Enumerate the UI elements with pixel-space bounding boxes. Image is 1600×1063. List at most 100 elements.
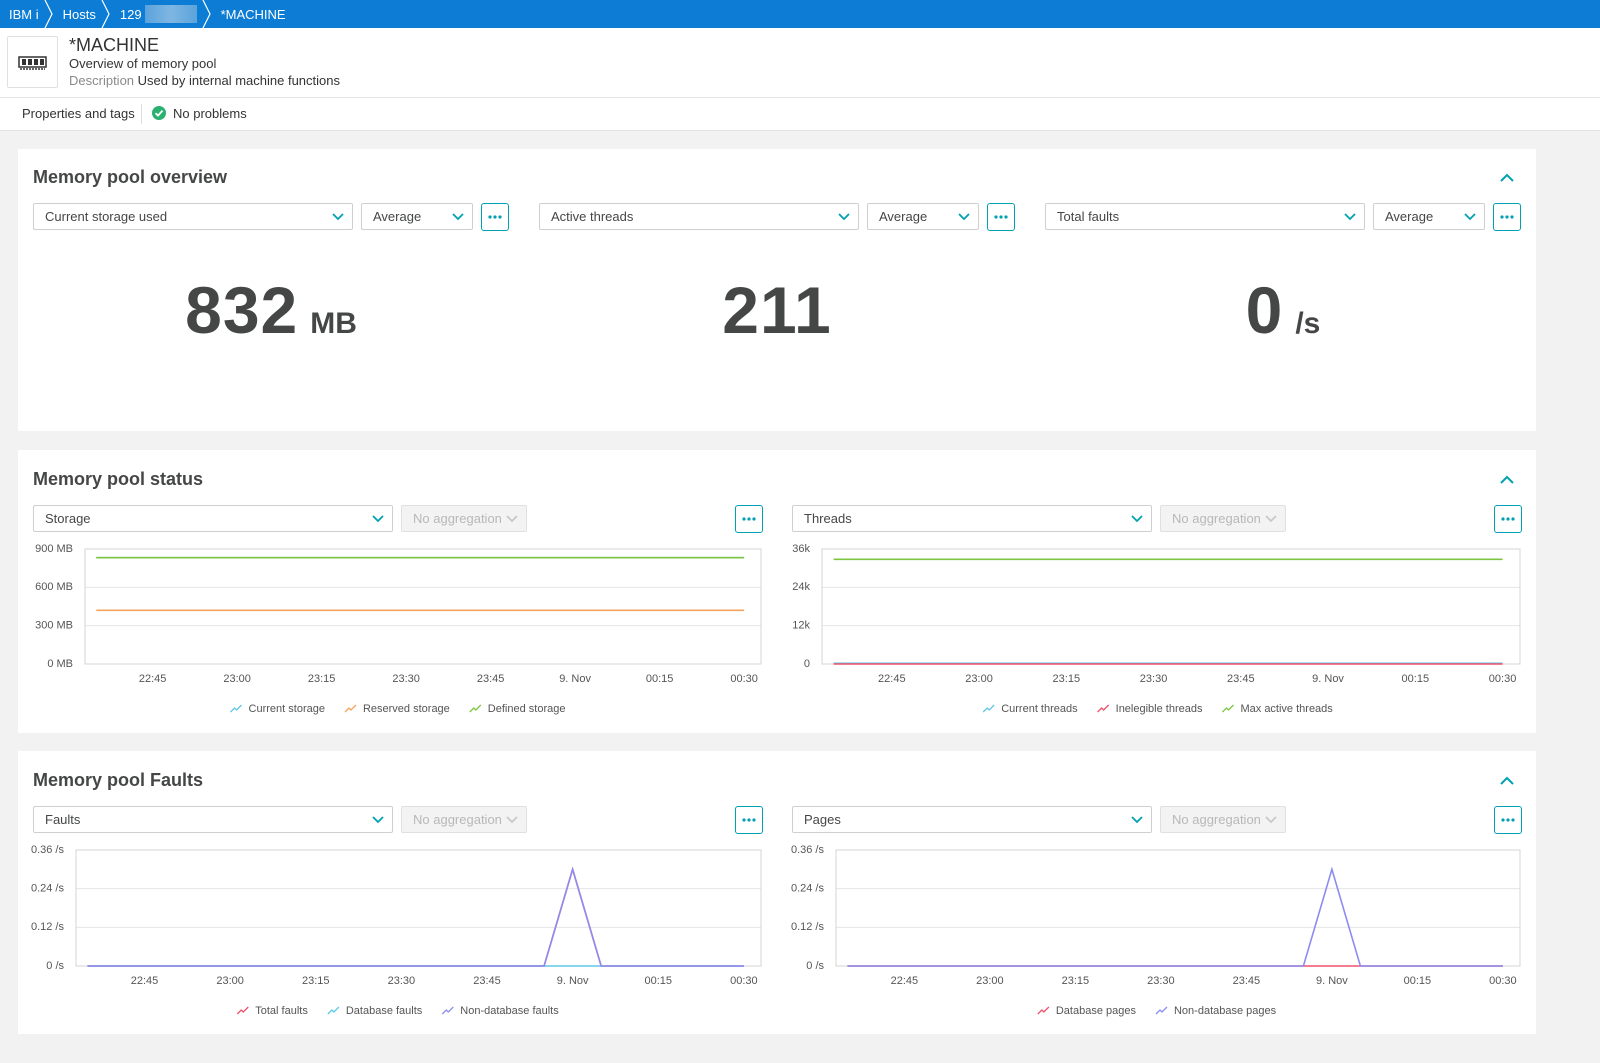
x-tick-label: 9. Nov: [1312, 673, 1344, 685]
x-tick-label: 23:45: [473, 975, 501, 987]
dropdown[interactable]: Faults: [33, 806, 393, 833]
breadcrumb-label: Hosts: [62, 6, 96, 22]
more-button[interactable]: [1494, 806, 1522, 834]
separator-line: [101, 0, 110, 28]
more-button[interactable]: [1494, 505, 1522, 533]
plot-frame: [821, 548, 1521, 665]
dropdown[interactable]: Active threads: [539, 203, 859, 230]
panel-title: Memory pool Faults: [33, 770, 204, 790]
legend-item[interactable]: Total faults: [236, 1005, 308, 1017]
x-tick-label: 23:00: [216, 975, 244, 987]
y-tick-label: 0 /s: [806, 960, 824, 972]
more-dot: [1506, 818, 1510, 822]
properties-tab[interactable]: Properties and tags: [22, 106, 135, 121]
dropdown[interactable]: Threads: [792, 505, 1152, 532]
x-tick-label: 22:45: [131, 975, 159, 987]
more-icon: [742, 818, 756, 822]
x-tick-label: 23:45: [1227, 673, 1255, 685]
legend-item[interactable]: Database faults: [327, 1005, 423, 1017]
entity-icon: [7, 36, 58, 88]
breadcrumb-item[interactable]: 129: [111, 0, 202, 28]
tile-value: 0/s: [1045, 272, 1521, 348]
legend-item[interactable]: Inelegible threads: [1097, 703, 1203, 715]
dropdown[interactable]: Average: [867, 203, 979, 230]
more-dot: [488, 215, 492, 219]
dropdown-label: Current storage used: [45, 209, 168, 224]
more-button[interactable]: [987, 203, 1015, 231]
dropdown[interactable]: Total faults: [1045, 203, 1365, 230]
x-tick-label: 00:30: [730, 673, 758, 685]
legend-item[interactable]: Database pages: [1037, 1005, 1137, 1017]
dropdown-label: No aggregation: [1172, 812, 1261, 827]
breadcrumb-bar: IBM i Hosts 129 *MACHINE: [0, 0, 1600, 28]
legend-item[interactable]: Current storage: [230, 703, 325, 715]
more-dot: [752, 818, 756, 822]
breadcrumb-separator: [101, 0, 110, 28]
dropdown[interactable]: Pages: [792, 806, 1152, 833]
more-button[interactable]: [1493, 203, 1521, 231]
dropdown-label: Faults: [45, 812, 81, 827]
dropdown-chevron: [1464, 213, 1476, 221]
x-tick-label: 23:15: [308, 673, 336, 685]
legend-item[interactable]: Max active threads: [1222, 703, 1333, 715]
more-dot: [1511, 517, 1515, 521]
more-dot: [1505, 215, 1509, 219]
y-tick-label: 900 MB: [35, 543, 73, 555]
legend: Current storage Reserved storage Defined s…: [230, 703, 566, 715]
legend-swatch: [441, 1006, 454, 1015]
breadcrumb-item: *MACHINE: [212, 0, 291, 28]
x-tick-label: 9. Nov: [1316, 975, 1348, 987]
x-tick-label: 23:30: [392, 673, 420, 685]
dropdown-chevron: [1265, 515, 1277, 523]
x-tick-label: 23:00: [223, 673, 251, 685]
y-tick-label: 0.36 /s: [791, 844, 825, 856]
breadcrumb-item[interactable]: Hosts: [54, 0, 101, 28]
more-button[interactable]: [481, 203, 509, 231]
collapse-chevron: [1500, 173, 1514, 182]
chevron-line: [958, 213, 970, 221]
dropdown[interactable]: Average: [361, 203, 473, 230]
overview-panel: Memory pool overview: [18, 149, 1536, 431]
description-label: Description: [69, 73, 135, 88]
chevron-line: [332, 213, 344, 221]
series-line: [87, 866, 744, 967]
problems-tab[interactable]: No problems: [173, 106, 247, 121]
collapse-chevron: [1500, 776, 1514, 785]
legend-label: Total faults: [255, 1005, 308, 1017]
breadcrumb-item[interactable]: IBM i: [0, 0, 44, 28]
chevron-line: [372, 515, 384, 523]
x-tick-label: 22:45: [878, 673, 906, 685]
more-icon: [1500, 215, 1514, 219]
series-line: [87, 866, 744, 967]
legend-item[interactable]: Defined storage: [469, 703, 566, 715]
legend-label: Database faults: [346, 1005, 423, 1017]
legend-item[interactable]: Current threads: [982, 703, 1078, 715]
dropdown[interactable]: Average: [1373, 203, 1485, 230]
y-tick-label: 0.24 /s: [791, 883, 825, 895]
more-icon: [1501, 517, 1515, 521]
dropdown-chevron: [1344, 213, 1356, 221]
legend-item[interactable]: Non-database faults: [441, 1005, 559, 1017]
more-button[interactable]: [735, 806, 763, 834]
more-dot: [742, 818, 746, 822]
dropdown[interactable]: Current storage used: [33, 203, 353, 230]
more-button[interactable]: [735, 505, 763, 533]
dropdown[interactable]: Storage: [33, 505, 393, 532]
collapse-button[interactable]: [1499, 173, 1515, 183]
faults-panel: Memory pool Faults: [18, 751, 1536, 1034]
dropdown-label: Total faults: [1057, 209, 1120, 224]
breadcrumb-separator: [44, 0, 53, 28]
dropdown-chevron: [838, 213, 850, 221]
collapse-button[interactable]: [1499, 475, 1515, 485]
x-tick-label: 23:45: [1233, 975, 1261, 987]
dropdown-label: No aggregation: [413, 511, 502, 526]
legend-swatch: [1155, 1006, 1168, 1015]
x-tick-label: 22:45: [139, 673, 167, 685]
y-tick-label: 600 MB: [35, 581, 73, 593]
tile-unit: MB: [310, 307, 357, 340]
separator-line: [44, 0, 53, 28]
chevron-line: [1344, 213, 1356, 221]
collapse-button[interactable]: [1499, 776, 1515, 786]
legend-item[interactable]: Reserved storage: [344, 703, 450, 715]
legend-item[interactable]: Non-database pages: [1155, 1005, 1277, 1017]
